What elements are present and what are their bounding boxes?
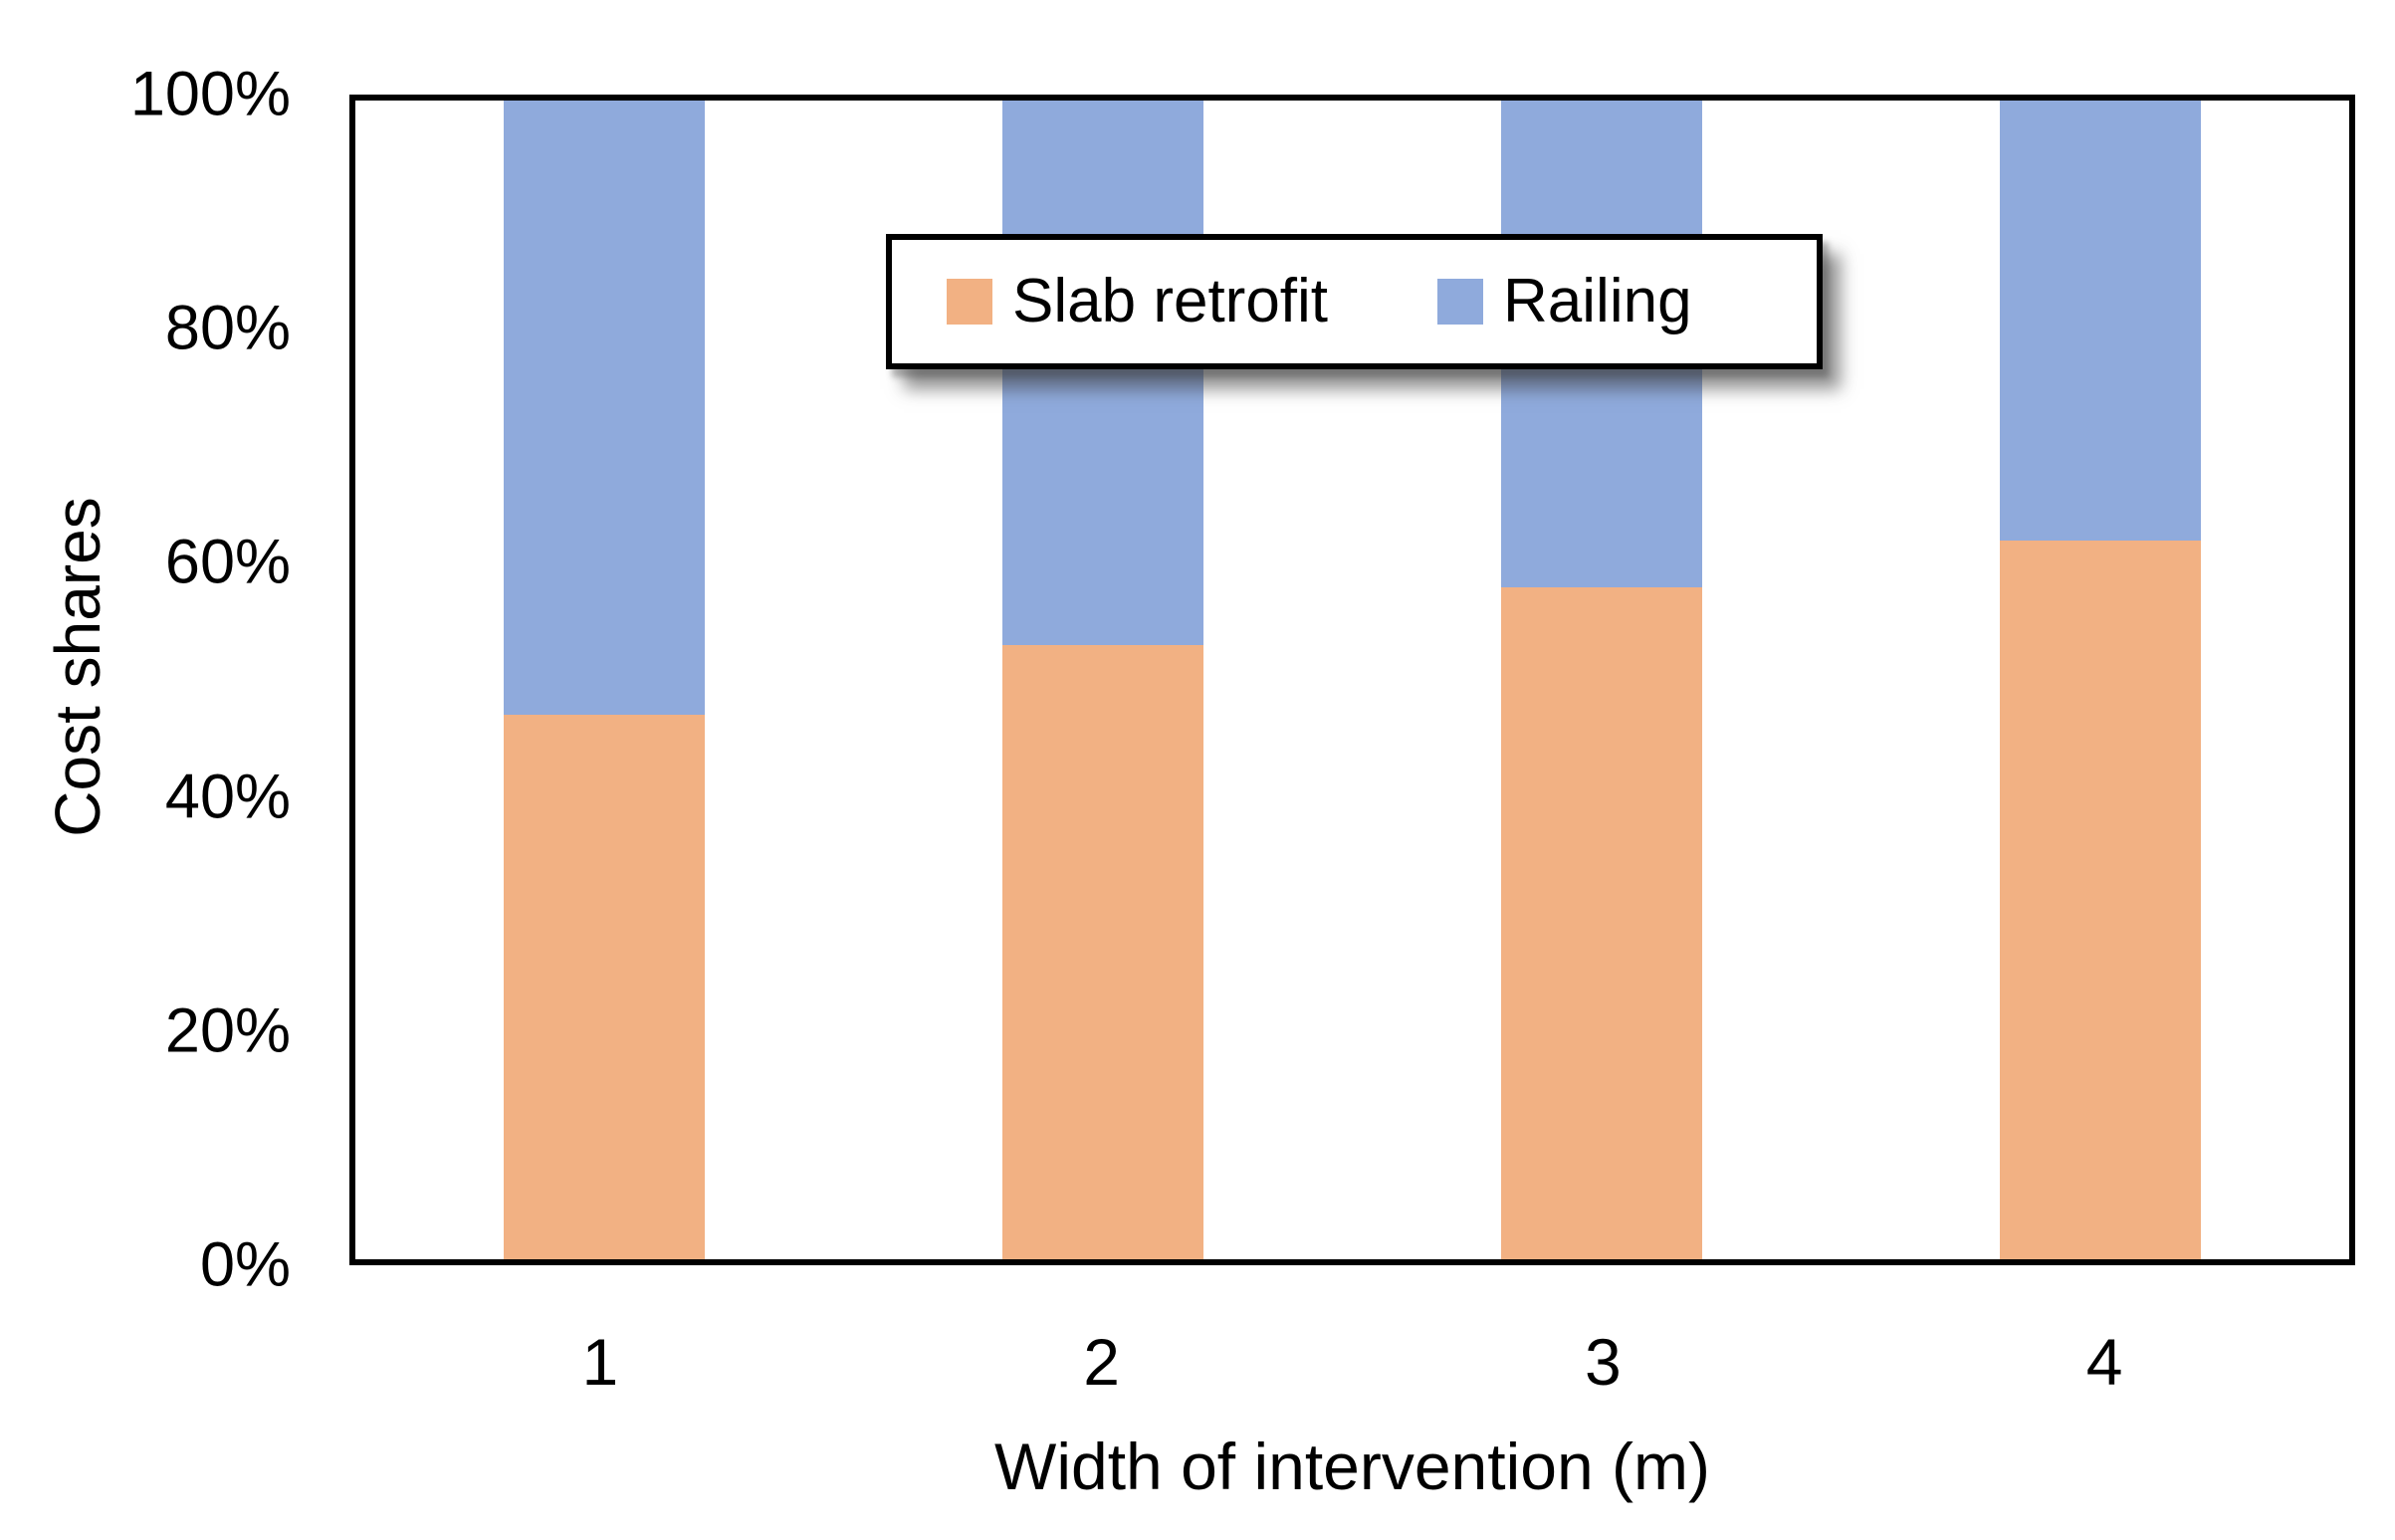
bar-slot-1 (355, 101, 854, 1259)
y-tick-label-40: 40% (164, 762, 291, 832)
stacked-bar-2 (1002, 101, 1204, 1259)
bar-slot-4 (1851, 101, 2349, 1259)
y-tick-label-80: 80% (164, 293, 291, 363)
y-tick-label-20: 20% (164, 995, 291, 1066)
bar-segment-slab-retrofit-2 (1002, 645, 1204, 1259)
plot-area (349, 95, 2355, 1265)
y-tick-label-100: 100% (129, 59, 291, 129)
bar-segment-slab-retrofit-4 (1999, 541, 2201, 1259)
legend-label-slab-retrofit: Slab retrofit (1012, 267, 1329, 335)
x-tick-label-4: 4 (2085, 1325, 2123, 1399)
y-axis-title: Cost shares (42, 497, 113, 837)
x-axis-title: Width of intervention (m) (994, 1430, 1710, 1503)
legend: Slab retrofit Railing (886, 234, 1823, 369)
y-tick-label-0: 0% (199, 1229, 291, 1300)
bar-segment-slab-retrofit-3 (1500, 586, 1702, 1259)
x-tick-label-1: 1 (581, 1325, 619, 1399)
x-tick-label-2: 2 (1083, 1325, 1120, 1399)
legend-entry-slab-retrofit: Slab retrofit (947, 271, 1328, 332)
legend-swatch-slab-retrofit (947, 279, 992, 325)
y-axis-ticks: 0% 20% 40% 60% 80% 100% (0, 63, 299, 1296)
bar-segment-slab-retrofit-1 (504, 714, 706, 1259)
legend-entry-railing: Railing (1437, 271, 1692, 332)
legend-swatch-railing (1437, 279, 1484, 325)
bar-slot-2 (854, 101, 1353, 1259)
legend-label-railing: Railing (1503, 267, 1692, 335)
bar-segment-railing-1 (504, 101, 706, 715)
stacked-bar-1 (504, 101, 706, 1259)
bar-segment-railing-4 (1999, 101, 2201, 542)
x-tick-label-3: 3 (1585, 1325, 1622, 1399)
y-tick-label-60: 60% (164, 527, 291, 597)
stacked-bar-4 (1999, 101, 2201, 1259)
bar-segment-railing-2 (1002, 101, 1204, 646)
